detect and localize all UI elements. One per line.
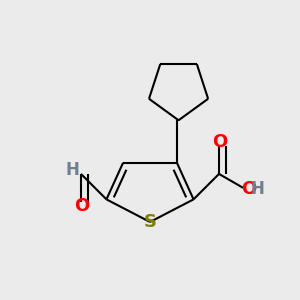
Text: O: O xyxy=(212,133,228,151)
Text: H: H xyxy=(66,161,80,179)
Text: O: O xyxy=(242,181,256,199)
Text: O: O xyxy=(74,197,90,215)
Text: S: S xyxy=(143,213,157,231)
Text: H: H xyxy=(251,181,265,199)
